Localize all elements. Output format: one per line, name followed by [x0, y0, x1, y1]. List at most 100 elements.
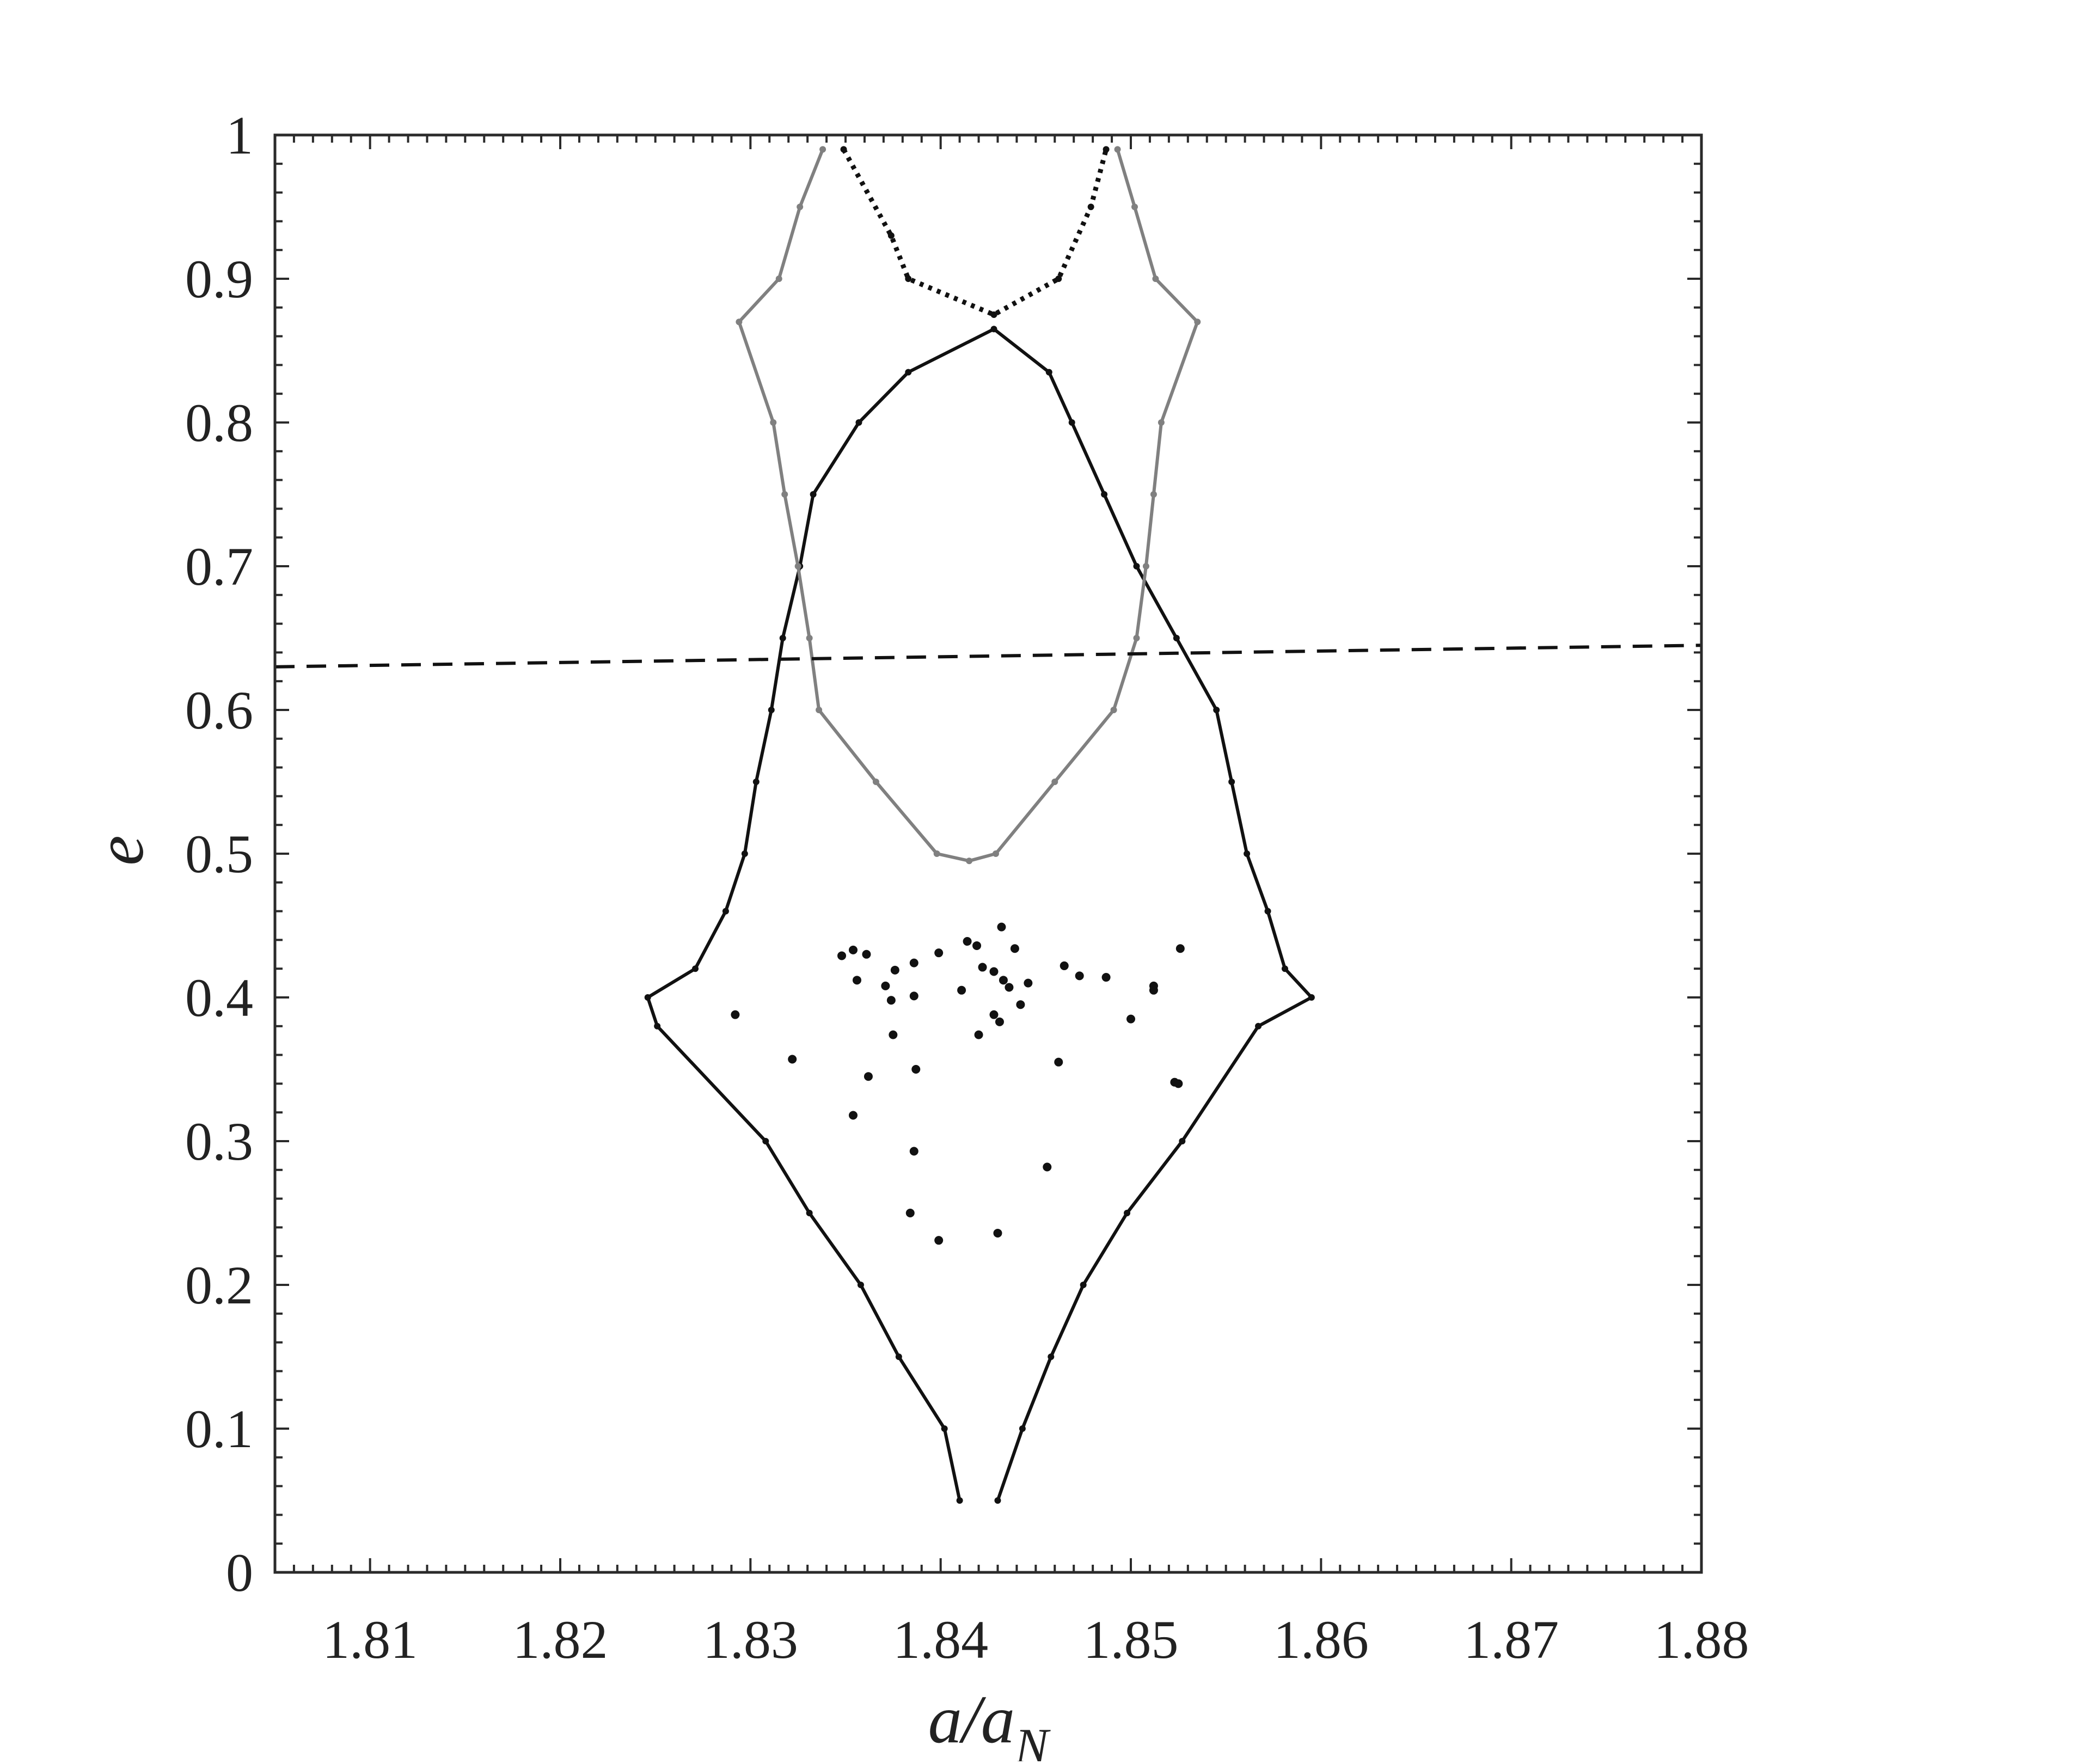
scatter-point — [848, 1111, 858, 1120]
series-2-vertex-marker — [872, 779, 879, 785]
scatter-point — [852, 976, 861, 985]
scatter-point — [788, 1055, 797, 1064]
series-1-vertex-marker — [654, 1022, 661, 1030]
series-2-vertex-marker — [770, 419, 777, 426]
scatter-point — [1043, 1162, 1052, 1172]
series-2-vertex-marker — [736, 318, 743, 326]
scatter-point — [978, 963, 987, 972]
series-2-vertex-marker — [1051, 779, 1058, 785]
series-2-vertex-marker — [1142, 563, 1149, 569]
scatter-point — [1016, 1000, 1025, 1009]
scatter-point — [934, 948, 944, 958]
scatter-point — [909, 958, 919, 967]
series-3-vertex-marker — [1055, 275, 1062, 282]
y-tick-label: 0.7 — [185, 536, 253, 597]
series-1-vertex-marker — [956, 1497, 963, 1504]
series-1-vertex-marker — [806, 1210, 813, 1216]
series-1-vertex-marker — [1045, 369, 1052, 376]
scatter-point — [972, 941, 982, 950]
series-1-vertex-marker — [692, 965, 699, 972]
scatter-point — [1075, 971, 1084, 981]
series-2-vertex-marker — [1194, 318, 1201, 326]
series-3-vertex-marker — [887, 232, 895, 239]
scatter-point — [909, 1147, 919, 1156]
series-1-vertex-marker — [779, 635, 786, 641]
scatter-layer — [731, 922, 1185, 1245]
scatter-point — [837, 951, 847, 960]
series-2-vertex-marker — [794, 563, 801, 569]
scatter-point — [731, 1010, 740, 1019]
series-2-vertex-marker — [1114, 146, 1121, 153]
series-2-vertex-marker — [1152, 275, 1159, 282]
y-tick-label: 0 — [226, 1542, 253, 1603]
scatter-point — [1101, 973, 1111, 982]
series-1-vertex-marker — [768, 707, 775, 713]
series-1-vertex-marker — [1228, 779, 1235, 785]
scatter-point — [997, 922, 1006, 932]
scatter-point — [934, 1236, 944, 1245]
series-1-vertex-marker — [857, 1282, 864, 1288]
y-tick-label: 0.1 — [185, 1399, 253, 1459]
series-2-vertex-marker — [1158, 419, 1165, 426]
series-2-vertex-marker — [819, 146, 826, 153]
x-tick-label: 1.85 — [1083, 1609, 1179, 1670]
series-1-vertex-marker — [1264, 908, 1271, 915]
series-1-vertex-marker — [1308, 994, 1315, 1001]
series-2-vertex-marker — [933, 850, 940, 857]
series-3-vertex-marker — [840, 146, 847, 153]
series-1-vertex-marker — [722, 908, 729, 915]
series-1-vertex-marker — [1048, 1353, 1055, 1360]
scatter-point — [862, 950, 871, 959]
scatter-point — [886, 996, 896, 1005]
x-tick-label: 1.87 — [1464, 1609, 1559, 1670]
series-1-vertex-marker — [741, 850, 748, 857]
x-tick-label: 1.86 — [1273, 1609, 1369, 1670]
series-1-vertex-marker — [994, 1497, 1001, 1504]
y-axis-label: e — [83, 835, 158, 865]
scatter-point — [963, 937, 972, 946]
series-1-vertex-marker — [762, 1138, 769, 1144]
series-1-vertex-marker — [895, 1353, 902, 1360]
x-tick-label: 1.84 — [893, 1609, 988, 1670]
scatter-point — [889, 1030, 898, 1039]
y-tick-label: 0.4 — [185, 967, 253, 1028]
series-1-vertex-marker — [1080, 1282, 1087, 1288]
series-1-vertex-marker — [990, 326, 997, 333]
series-3-vertex-marker — [905, 275, 912, 282]
series-3-vertex-marker — [1087, 204, 1094, 210]
scatter-point — [989, 1010, 999, 1019]
scatter-point — [864, 1072, 873, 1081]
scatter-point — [1054, 1057, 1063, 1067]
y-tick-label: 0.6 — [185, 680, 253, 740]
series-line-4 — [275, 644, 1701, 669]
series-2-vertex-marker — [992, 850, 999, 857]
series-1-vertex-marker — [1124, 1210, 1131, 1216]
series-1-vertex-marker — [941, 1425, 948, 1432]
scatter-point — [1060, 961, 1069, 970]
y-tick-label: 0.5 — [185, 824, 253, 884]
scatter-point — [999, 976, 1008, 985]
scatter-point — [995, 1017, 1004, 1026]
scatter-point — [1005, 983, 1014, 992]
series-2-vertex-marker — [775, 275, 782, 282]
series-1-vertex-marker — [1255, 1022, 1262, 1030]
x-tick-label: 1.88 — [1654, 1609, 1749, 1670]
scatter-point — [1126, 1014, 1135, 1024]
series-3-vertex-marker — [990, 311, 997, 318]
x-tick-label: 1.81 — [322, 1609, 418, 1670]
series-1-vertex-marker — [644, 994, 651, 1001]
scatter-point — [957, 985, 966, 995]
scatter-point — [909, 991, 919, 1001]
x-axis-label-subscript: N — [1014, 1718, 1051, 1761]
series-2-vertex-marker — [781, 491, 788, 498]
series-1-vertex-marker — [1101, 491, 1108, 498]
scatter-point — [1175, 944, 1185, 953]
scatter-point — [911, 1065, 921, 1074]
series-1-vertex-marker — [905, 369, 912, 376]
x-axis-label-main: a/a — [928, 1682, 1015, 1757]
scatter-point — [1174, 1079, 1183, 1088]
series-1-vertex-marker — [1173, 635, 1180, 641]
scatter-point — [974, 1030, 983, 1039]
